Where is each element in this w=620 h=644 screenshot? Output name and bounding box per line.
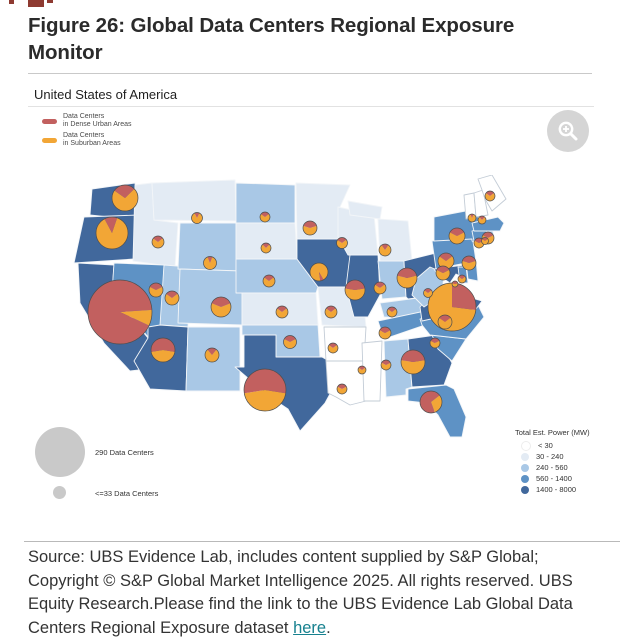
power-class-label: 240 - 560: [536, 463, 568, 472]
power-legend-item: 1400 - 8000: [515, 484, 590, 495]
dense-urban-swatch: [42, 118, 57, 124]
dc-pie-nh: [477, 215, 487, 225]
dc-pie-al: [380, 359, 392, 371]
dc-pie-ca: [87, 279, 153, 345]
dc-pie-in: [373, 281, 387, 295]
dc-pie-nd: [259, 211, 271, 223]
dc-pie-mo: [324, 305, 338, 319]
dc-pie-wy: [203, 256, 217, 270]
figure-title: Figure 26: Global Data Centers Regional …: [28, 14, 515, 64]
dc-pie-nv: [148, 282, 164, 298]
size-legend-large-circle: [35, 427, 85, 477]
dc-pie-ne: [262, 274, 276, 288]
source-text-end: .: [326, 618, 331, 637]
zoom-in-button[interactable]: [547, 110, 589, 152]
dc-pie-ms: [357, 365, 367, 375]
power-class-dot: [521, 440, 531, 451]
area-legend-item-suburban: Data Centers in Suburban Areas: [42, 132, 131, 148]
dc-pie-tn: [378, 326, 392, 340]
dc-pie-md: [435, 265, 451, 281]
dataset-link[interactable]: here: [293, 618, 327, 637]
power-class-dot: [521, 452, 529, 461]
dc-pie-ga: [400, 349, 426, 375]
power-legend-item: 30 - 240: [515, 451, 590, 462]
power-class-dot: [521, 463, 529, 472]
dc-pie-co: [210, 296, 232, 318]
crop-artifact: [9, 0, 14, 4]
dc-pie-ok: [283, 335, 297, 349]
crop-artifact: [28, 0, 44, 7]
power-class-dot: [521, 474, 529, 483]
crop-artifact: [47, 0, 53, 3]
dc-pie-mn: [302, 220, 318, 236]
size-legend-large-label: 290 Data Centers: [95, 448, 154, 457]
dc-pie-fl: [419, 390, 443, 414]
power-class-label: < 30: [538, 441, 553, 450]
size-legend-small-circle: [53, 486, 66, 499]
dc-pie-ri: [481, 237, 489, 245]
us-choropleth-map: [73, 175, 507, 438]
dc-pie-nc: [437, 314, 453, 330]
state-ma[interactable]: [471, 216, 505, 232]
magnifier-plus-icon: [558, 121, 578, 141]
dc-pie-ar: [327, 342, 339, 354]
dc-pie-de: [457, 274, 467, 284]
dc-pie-sc: [429, 337, 441, 349]
dc-pie-dc: [451, 280, 459, 288]
dc-pie-vt: [467, 213, 477, 223]
power-legend-item: 240 - 560: [515, 462, 590, 473]
state-tx[interactable]: [234, 334, 338, 432]
dc-pie-wa: [111, 184, 139, 212]
area-type-legend: Data Centers in Dense Urban Areas Data Ce…: [42, 113, 131, 151]
power-legend-item: < 30: [515, 440, 590, 451]
dc-pie-nm: [204, 347, 220, 363]
state-co[interactable]: [177, 268, 243, 326]
source-note: Source: UBS Evidence Lab, includes conte…: [28, 546, 612, 640]
dc-pie-ut: [164, 290, 180, 306]
dc-pie-la: [336, 383, 348, 395]
dc-pie-nj: [461, 255, 477, 271]
region-label: United States of America: [34, 87, 178, 102]
size-legend-small-label: <=33 Data Centers: [95, 489, 159, 498]
dc-pie-tx: [243, 368, 287, 412]
state-ne[interactable]: [235, 258, 319, 294]
state-ms[interactable]: [361, 340, 383, 402]
map-widget: United States of America Data Centers in…: [28, 80, 594, 536]
area-legend-label: Data Centers in Dense Urban Areas: [63, 113, 132, 128]
dc-pie-mi: [378, 243, 392, 257]
state-sd[interactable]: [235, 222, 298, 260]
dc-pie-oh: [396, 267, 418, 289]
region-divider: [28, 106, 594, 107]
power-class-dot: [521, 485, 529, 494]
dc-pie-ny: [448, 227, 466, 245]
dc-pie-or: [95, 216, 129, 250]
dc-pie-me: [484, 190, 496, 202]
power-class-label: 1400 - 8000: [536, 485, 577, 494]
power-legend: Total Est. Power (MW) < 30 30 - 240 240 - …: [515, 428, 590, 495]
power-legend-title: Total Est. Power (MW): [515, 428, 590, 437]
dc-pie-wv: [423, 288, 433, 298]
source-text: Source: UBS Evidence Lab, includes conte…: [28, 548, 573, 637]
dc-pie-id: [151, 235, 165, 249]
area-legend-label: Data Centers in Suburban Areas: [63, 132, 121, 147]
power-class-label: 560 - 1400: [536, 474, 572, 483]
dc-pie-ks: [275, 305, 289, 319]
area-legend-item-dense-urban: Data Centers in Dense Urban Areas: [42, 113, 131, 129]
dc-pie-il: [344, 279, 366, 301]
pie-size-legend: 290 Data Centers <=33 Data Centers: [28, 420, 268, 510]
power-legend-item: 560 - 1400: [515, 473, 590, 484]
dc-pie-ia: [309, 262, 329, 282]
footer-divider: [24, 541, 620, 542]
dc-pie-wi: [336, 237, 348, 249]
title-divider: [28, 73, 592, 74]
dc-pie-mt: [191, 212, 203, 224]
dc-pie-ky: [386, 306, 398, 318]
suburban-swatch: [42, 137, 57, 143]
dc-pie-sd: [260, 242, 272, 254]
dc-pie-az: [150, 337, 176, 363]
power-class-label: 30 - 240: [536, 452, 564, 461]
state-nh[interactable]: [473, 189, 489, 218]
